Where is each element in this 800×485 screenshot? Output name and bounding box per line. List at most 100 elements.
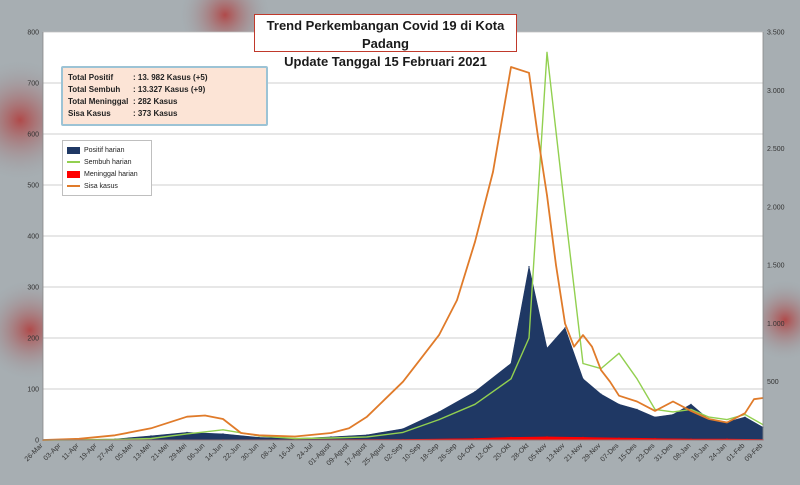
summary-label: Sisa Kasus [68,109,111,118]
data-point [366,434,368,436]
y-left-tick-label: 100 [27,387,39,394]
x-tick-label: 11-Apr [61,442,81,462]
data-point [708,416,710,418]
data-point [222,429,224,431]
legend-swatch [67,146,80,154]
data-point [186,431,188,433]
data-point [654,416,656,418]
data-point [546,194,548,196]
data-point [726,419,728,421]
legend-label: Meninggal harian [84,170,138,178]
title-line-1: Trend Perkembangan Covid 19 di Kota Pada… [266,18,505,51]
y-left-tick-label: 400 [27,234,39,241]
data-point [330,437,332,439]
data-point [438,411,440,413]
summary-row-sisa: Sisa Kasus : 373 Kasus [68,108,266,120]
data-point [510,362,512,365]
y-axis-left: 0 100 200 300 400 500 600 700 800 [27,30,44,445]
data-point [582,334,584,336]
series-meninggal [42,436,764,441]
data-point [438,334,440,336]
x-tick-label: 01-Feb [726,442,747,463]
data-point [294,437,296,440]
x-tick-label: 16-Jul [278,442,297,461]
data-point [591,346,593,348]
legend-label: Sisa kasus [84,182,118,190]
x-tick-label: 13-Mei [132,442,152,462]
data-point [348,427,350,429]
legend-swatch [67,185,80,187]
data-point [744,412,746,414]
x-tick-label: 29-Mei [168,442,188,462]
data-point [555,264,557,266]
x-tick-label: 10-Sep [401,442,422,463]
data-point [330,432,332,434]
data-point [114,434,116,436]
data-point [618,403,620,405]
y-right-tick-label: 2.500 [767,146,785,153]
y-right-tick-label: 3.500 [767,30,785,37]
data-point [186,433,188,435]
x-tick-label: 31-Des [653,442,674,463]
y-axis-right: 500 1.000 1.500 2.000 2.500 3.000 3.500 [762,30,785,440]
data-point [564,322,566,324]
data-point [600,369,602,371]
x-tick-label: 26-Mar [24,442,45,463]
legend-item-sembuh: Sembuh harian [67,156,147,168]
data-point [78,438,80,440]
x-tick-label: 21-Mei [150,442,170,462]
summary-value: : 282 Kasus [133,97,178,106]
series-layer [42,51,764,441]
x-tick-label: 08-Jan [672,442,692,462]
x-tick-label: 12-Okt [475,442,495,462]
data-point [672,400,674,403]
data-point [609,381,611,383]
x-tick-label: 21-Nov [563,442,584,463]
data-point [636,400,638,403]
data-point [582,436,584,438]
data-point [654,408,656,410]
legend-swatch [67,170,80,178]
data-point [582,378,584,380]
data-point [654,437,656,440]
summary-row-sembuh: Total Sembuh : 13.327 Kasus (+9) [68,84,266,96]
x-tick-label: 15-Des [617,442,638,463]
data-point [294,435,296,438]
y-left-tick-label: 0 [35,438,39,445]
summary-row-meninggal: Total Meninggal : 282 Kasus [68,96,266,108]
data-point [204,414,206,417]
x-tick-label: 24-Jan [708,442,728,462]
data-point [474,391,476,393]
data-point [492,171,494,173]
data-point [438,419,440,421]
data-point [582,362,584,365]
x-tick-label: 04-Okt [457,442,477,462]
data-point [366,416,368,418]
data-point [510,66,512,68]
data-point [744,416,746,418]
y-left-tick-label: 600 [27,132,39,139]
x-tick-label: 30-Jun [240,442,260,462]
data-point [546,436,548,438]
summary-row-positif: Total Positif : 13. 982 Kasus (+5) [68,72,266,84]
x-tick-label: 29-Nov [581,442,602,463]
data-point [456,299,458,301]
data-point [636,408,638,410]
y-right-tick-label: 1.000 [767,321,785,328]
data-point [150,435,152,437]
data-point [528,266,530,268]
x-tick-label: 05-Nov [527,442,548,463]
data-point [636,378,638,380]
y-left-tick-label: 200 [27,336,39,343]
data-point [384,398,386,400]
data-point [546,51,548,54]
data-point [690,408,692,410]
x-tick-label: 08-Jul [260,442,279,461]
summary-box: Total Positif : 13. 982 Kasus (+5) Total… [61,66,268,126]
x-tick-label: 23-Des [635,442,656,463]
data-point [402,428,404,430]
data-point [510,436,512,438]
x-axis: 26-Mar03-Apr11-Apr19-Apr27-Apr05-Mei13-M… [24,439,764,467]
legend-item-positif: Positif harian [67,144,147,156]
